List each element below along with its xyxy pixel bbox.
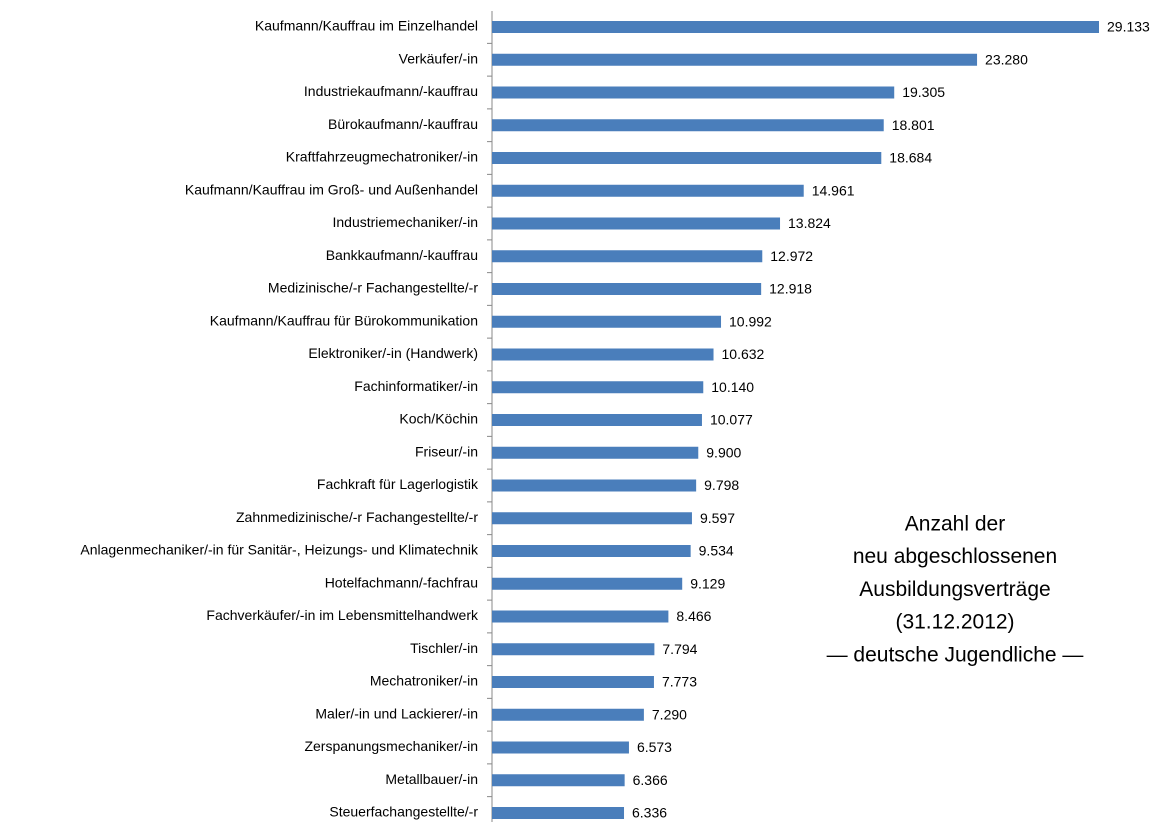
- bar: [492, 774, 625, 787]
- value-label: 9.798: [704, 477, 739, 493]
- value-label: 6.573: [637, 739, 672, 755]
- bar: [492, 152, 882, 164]
- value-label: 7.794: [662, 641, 697, 657]
- bar: [492, 86, 895, 99]
- bar: [492, 250, 763, 263]
- y-tick-label: Tischler/-in: [410, 640, 478, 656]
- value-label: 10.992: [729, 313, 772, 329]
- value-label: 9.129: [690, 575, 725, 591]
- bar: [492, 53, 978, 66]
- y-tick-label: Anlagenmechaniker/-in für Sanitär-, Heiz…: [80, 542, 479, 558]
- value-label: 9.900: [706, 444, 741, 460]
- bar: [492, 741, 629, 754]
- bar: [492, 381, 704, 394]
- y-tick-label: Fachkraft für Lagerlogistik: [317, 476, 479, 492]
- bar: [492, 479, 697, 492]
- bar: [492, 676, 654, 688]
- bar: [492, 708, 644, 721]
- y-tick-label: Industriekaufmann/-kauffrau: [304, 83, 478, 99]
- annotation: — deutsche Jugendliche —: [827, 643, 1084, 666]
- y-tick-label: Industriemechaniker/-in: [332, 214, 478, 230]
- bar: [492, 184, 804, 197]
- y-tick-label: Hotelfachmann/-fachfrau: [325, 574, 478, 590]
- y-tick-label: Kaufmann/Kauffrau im Groß- und Außenhand…: [185, 181, 478, 197]
- bar: [492, 807, 625, 819]
- y-tick-label: Fachinformatiker/-in: [354, 378, 478, 394]
- y-tick-label: Zerspanungsmechaniker/-in: [304, 738, 478, 754]
- annotation: (31.12.2012): [895, 611, 1014, 634]
- value-label: 23.280: [985, 51, 1028, 67]
- y-tick-label: Verkäufer/-in: [399, 50, 478, 66]
- annotation: Anzahl der: [905, 513, 1005, 536]
- value-label: 9.534: [699, 543, 734, 559]
- value-label: 7.773: [662, 674, 697, 690]
- y-tick-label: Zahnmedizinische/-r Fachangestellte/-r: [236, 509, 478, 525]
- value-label: 6.366: [633, 772, 668, 788]
- y-tick-label: Medizinische/-r Fachangestellte/-r: [268, 280, 478, 296]
- value-label: 10.077: [710, 412, 753, 428]
- y-tick-label: Maler/-in und Lackierer/-in: [315, 705, 478, 721]
- value-label: 10.632: [722, 346, 765, 362]
- bar: [492, 446, 699, 459]
- y-tick-label: Kaufmann/Kauffrau im Einzelhandel: [255, 18, 478, 34]
- y-tick-label: Koch/Köchin: [399, 411, 478, 427]
- bar: [492, 119, 884, 132]
- value-label: 8.466: [676, 608, 711, 624]
- y-tick-label: Kraftfahrzeugmechatroniker/-in: [286, 149, 478, 165]
- bar: [492, 545, 691, 557]
- annotation: Ausbildungsverträge: [859, 578, 1050, 601]
- y-tick-label: Fachverkäufer/-in im Lebensmittelhandwer…: [206, 607, 479, 623]
- value-label: 14.961: [812, 182, 855, 198]
- bar: [492, 414, 702, 426]
- bar: [492, 315, 722, 328]
- annotation: neu abgeschlossenen: [853, 545, 1057, 568]
- y-tick-label: Elektroniker/-in (Handwerk): [308, 345, 478, 361]
- bar: [492, 610, 669, 623]
- value-label: 9.597: [700, 510, 735, 526]
- value-label: 29.133: [1107, 19, 1150, 35]
- value-label: 12.918: [769, 281, 812, 297]
- bar: [492, 217, 781, 230]
- y-tick-label: Bankkaufmann/-kauffrau: [326, 247, 478, 263]
- value-label: 7.290: [652, 706, 687, 722]
- bar: [492, 21, 1099, 33]
- bar: [492, 283, 762, 295]
- bar: [492, 643, 655, 656]
- y-tick-label: Steuerfachangestellte/-r: [329, 804, 478, 820]
- value-label: 18.801: [892, 117, 935, 133]
- bar: [492, 512, 692, 525]
- value-label: 19.305: [902, 84, 945, 100]
- y-tick-label: Friseur/-in: [415, 443, 478, 459]
- value-label: 10.140: [711, 379, 754, 395]
- value-label: 6.336: [632, 805, 667, 821]
- y-tick-label: Bürokaufmann/-kauffrau: [328, 116, 478, 132]
- y-tick-label: Mechatroniker/-in: [370, 673, 478, 689]
- value-label: 12.972: [770, 248, 813, 264]
- bar: [492, 577, 683, 590]
- y-tick-label: Kaufmann/Kauffrau für Bürokommunikation: [210, 312, 478, 328]
- bar: [492, 348, 714, 361]
- y-tick-label: Metallbauer/-in: [385, 771, 478, 787]
- value-label: 18.684: [889, 150, 932, 166]
- value-label: 13.824: [788, 215, 831, 231]
